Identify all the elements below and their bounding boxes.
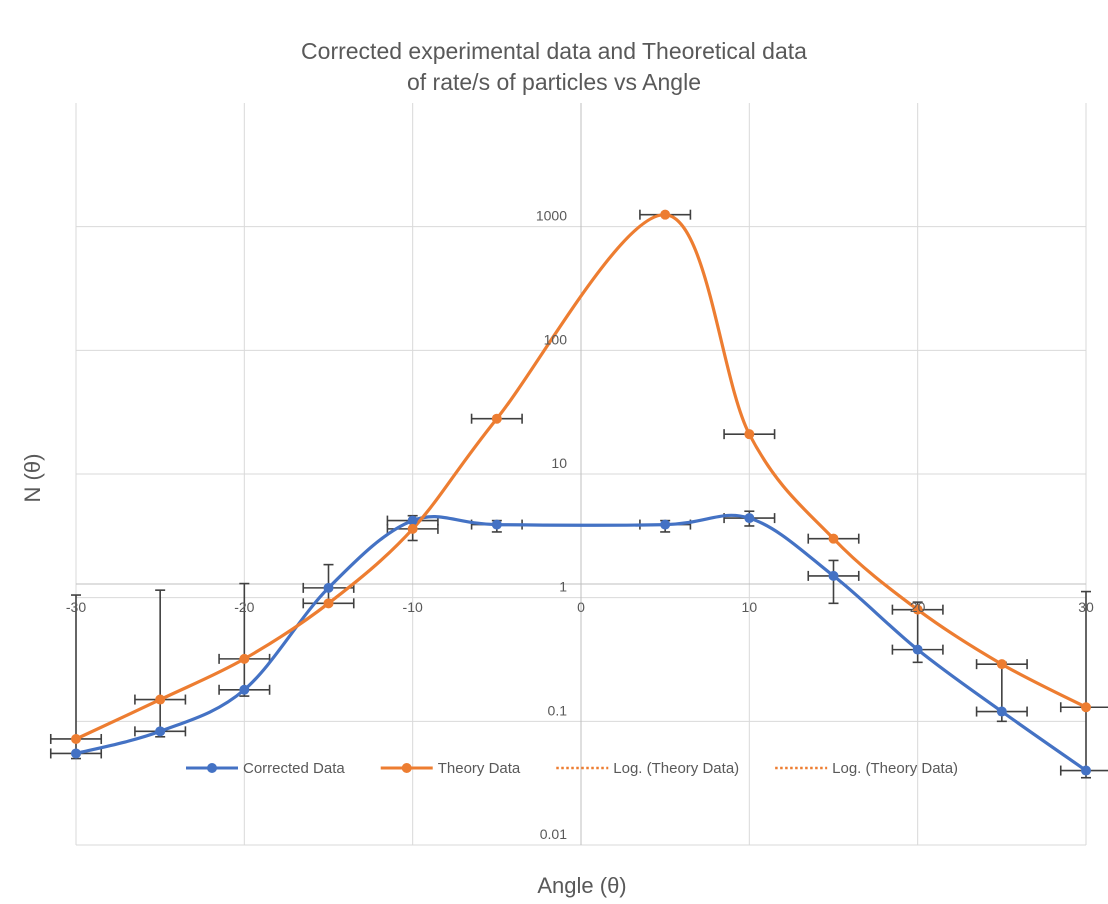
x-tick-label: 30 bbox=[1078, 599, 1094, 615]
x-tick-label: 10 bbox=[742, 599, 758, 615]
legend-label: Theory Data bbox=[438, 760, 521, 777]
corrected-data-point bbox=[155, 726, 166, 737]
x-tick-label: -10 bbox=[403, 599, 423, 615]
theory-data-point bbox=[323, 598, 334, 609]
legend-item: Log. (Theory Data) bbox=[556, 760, 739, 777]
legend-swatch-marker bbox=[401, 763, 412, 773]
corrected-data-point bbox=[239, 684, 250, 695]
legend-swatch-marker bbox=[207, 763, 217, 773]
corrected-data-point bbox=[828, 570, 839, 581]
theory-data-point bbox=[828, 533, 839, 544]
y-tick-label: 0.1 bbox=[548, 702, 568, 718]
theory-data-point bbox=[491, 413, 502, 424]
corrected-data-point bbox=[323, 582, 334, 593]
theory-data-point bbox=[239, 653, 250, 664]
tick-labels: -30 -20 -10 0 10 20 30 0.01 0.1 1 10 100 1000 bbox=[66, 208, 1094, 842]
y-tick-label: 10 bbox=[551, 455, 567, 471]
x-tick-label: 0 bbox=[577, 599, 585, 615]
legend-label: Corrected Data bbox=[243, 760, 345, 777]
legend: Corrected Data Theory Data Log. (Theory Da… bbox=[186, 760, 958, 777]
corrected-data-point bbox=[744, 513, 755, 524]
y-tick-label: 1 bbox=[559, 579, 567, 595]
theory-data-point bbox=[155, 694, 166, 705]
y-tick-label: 1000 bbox=[536, 208, 567, 224]
x-tick-label: 20 bbox=[910, 599, 926, 615]
x-tick-label: -30 bbox=[66, 599, 86, 615]
corrected-data-point bbox=[407, 515, 418, 526]
theory-data-point bbox=[912, 604, 923, 615]
chart-title: Corrected experimental data and Theoreti… bbox=[0, 36, 1108, 98]
y-tick-label: 0.01 bbox=[540, 826, 567, 842]
theory-data-point bbox=[996, 659, 1007, 670]
x-tick-label: -20 bbox=[234, 599, 254, 615]
chart-title-line-1: Corrected experimental data and Theoreti… bbox=[301, 38, 807, 64]
x-axis-title: Angle (θ) bbox=[537, 873, 626, 898]
y-tick-label: 100 bbox=[544, 331, 568, 347]
legend-label: Log. (Theory Data) bbox=[832, 760, 958, 777]
chart-title-line-2: of rate/s of particles vs Angle bbox=[406, 69, 702, 95]
corrected-data-point bbox=[912, 644, 923, 655]
corrected-data-point bbox=[71, 748, 81, 759]
legend-item: Log. (Theory Data) bbox=[775, 760, 958, 777]
legend-item: Corrected Data bbox=[186, 760, 345, 777]
legend-label: Log. (Theory Data) bbox=[613, 760, 739, 777]
corrected-data-point bbox=[996, 706, 1007, 717]
corrected-data-point bbox=[660, 519, 671, 530]
theory-data-point bbox=[660, 209, 671, 220]
theory-data-point bbox=[1081, 702, 1091, 713]
series-markers bbox=[71, 209, 1091, 776]
theory-data-point bbox=[407, 523, 418, 534]
theory-data-point bbox=[744, 429, 755, 440]
legend-item: Theory Data bbox=[380, 760, 521, 777]
y-axis-title: N (θ) bbox=[20, 454, 45, 503]
theory-data-point bbox=[71, 733, 81, 744]
corrected-data-point bbox=[491, 519, 502, 530]
error-bars bbox=[49, 209, 1108, 779]
corrected-data-point bbox=[1081, 765, 1091, 776]
